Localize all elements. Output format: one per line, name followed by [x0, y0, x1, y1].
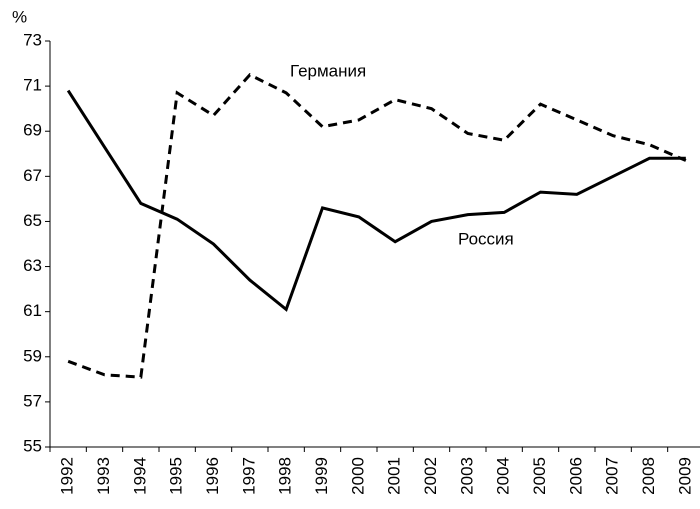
y-tick-label: 59 — [23, 346, 42, 365]
x-tick-label: 1996 — [203, 457, 222, 495]
x-tick-label: 1999 — [312, 457, 331, 495]
x-tick-label: 2002 — [421, 457, 440, 495]
y-tick-label: 69 — [23, 121, 42, 140]
y-tick-label: 65 — [23, 211, 42, 230]
y-tick-label: 55 — [23, 436, 42, 455]
x-tick-label: 2004 — [494, 457, 513, 495]
y-tick-label: 73 — [23, 30, 42, 49]
x-tick-label: 2000 — [348, 457, 367, 495]
x-tick-label: 1992 — [58, 457, 77, 495]
x-tick-label: 1994 — [130, 457, 149, 495]
x-tick-label: 2005 — [530, 457, 549, 495]
line-series — [66, 89, 686, 312]
series-label: Германия — [290, 61, 366, 80]
y-tick-label: 61 — [23, 301, 42, 320]
x-tick-label: 2003 — [457, 457, 476, 495]
x-tick-label: 2008 — [639, 457, 658, 495]
x-tick-label: 2009 — [675, 457, 694, 495]
y-tick-label: 67 — [23, 166, 42, 185]
x-tick-label: 2001 — [385, 457, 404, 495]
x-tick-label: 1993 — [94, 457, 113, 495]
y-unit: % — [12, 7, 27, 26]
y-tick-label: 71 — [23, 76, 42, 95]
series-label: Россия — [458, 229, 514, 248]
y-tick-label: 63 — [23, 256, 42, 275]
x-tick-label: 1997 — [239, 457, 258, 495]
x-tick-label: 2007 — [603, 457, 622, 495]
x-tick-label: 1998 — [276, 457, 295, 495]
line-series — [67, 72, 687, 379]
x-tick-label: 2006 — [566, 457, 585, 495]
x-tick-label: 1995 — [167, 457, 186, 495]
y-tick-label: 57 — [23, 391, 42, 410]
